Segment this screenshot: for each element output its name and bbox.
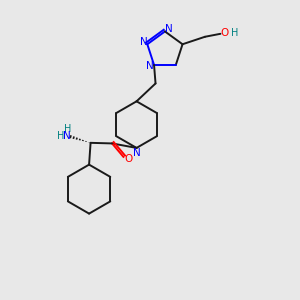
- Text: N: N: [165, 24, 173, 34]
- Text: N: N: [63, 131, 71, 141]
- Text: O: O: [221, 28, 229, 38]
- Text: H: H: [231, 28, 238, 38]
- Text: O: O: [124, 154, 132, 164]
- Text: H: H: [57, 131, 64, 141]
- Text: N: N: [140, 37, 147, 47]
- Text: N: N: [146, 61, 154, 71]
- Text: H: H: [64, 124, 71, 134]
- Text: N: N: [133, 148, 140, 158]
